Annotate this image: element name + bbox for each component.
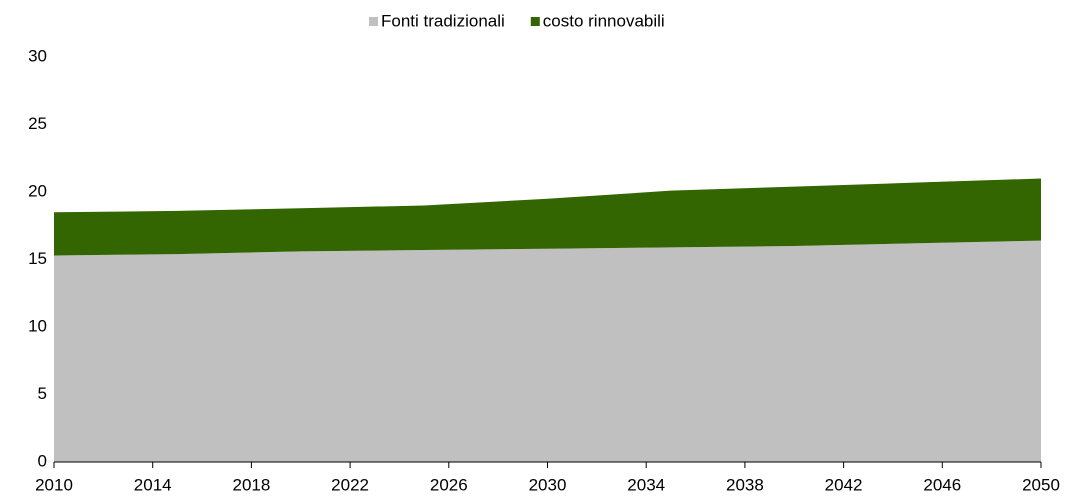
legend-swatch <box>369 17 378 26</box>
x-tick-label: 2018 <box>232 475 270 494</box>
y-tick-label: 5 <box>38 384 47 403</box>
x-tick-label: 2010 <box>35 475 73 494</box>
y-tick-label: 0 <box>38 451 47 470</box>
area <box>54 178 1041 256</box>
x-tick-label: 2030 <box>529 475 567 494</box>
legend-swatch <box>530 17 540 26</box>
y-tick-label: 15 <box>28 249 47 268</box>
y-tick-label: 20 <box>28 181 47 200</box>
y-tick-label: 25 <box>28 114 47 133</box>
x-tick-label: 2026 <box>430 475 468 494</box>
x-tick-label: 2034 <box>627 475 665 494</box>
x-tick-label: 2042 <box>825 475 863 494</box>
x-tick-label: 2046 <box>923 475 961 494</box>
y-tick-label: 10 <box>28 316 47 335</box>
y-tick-label: 30 <box>28 46 47 65</box>
legend-label: Fonti tradizionali <box>381 11 505 30</box>
x-tick-label: 2014 <box>134 475 172 494</box>
legend-label: costo rinnovabili <box>543 11 665 30</box>
x-tick-label: 2038 <box>726 475 764 494</box>
x-tick-label: 2050 <box>1022 475 1060 494</box>
area <box>54 240 1041 462</box>
x-tick-label: 2022 <box>331 475 369 494</box>
